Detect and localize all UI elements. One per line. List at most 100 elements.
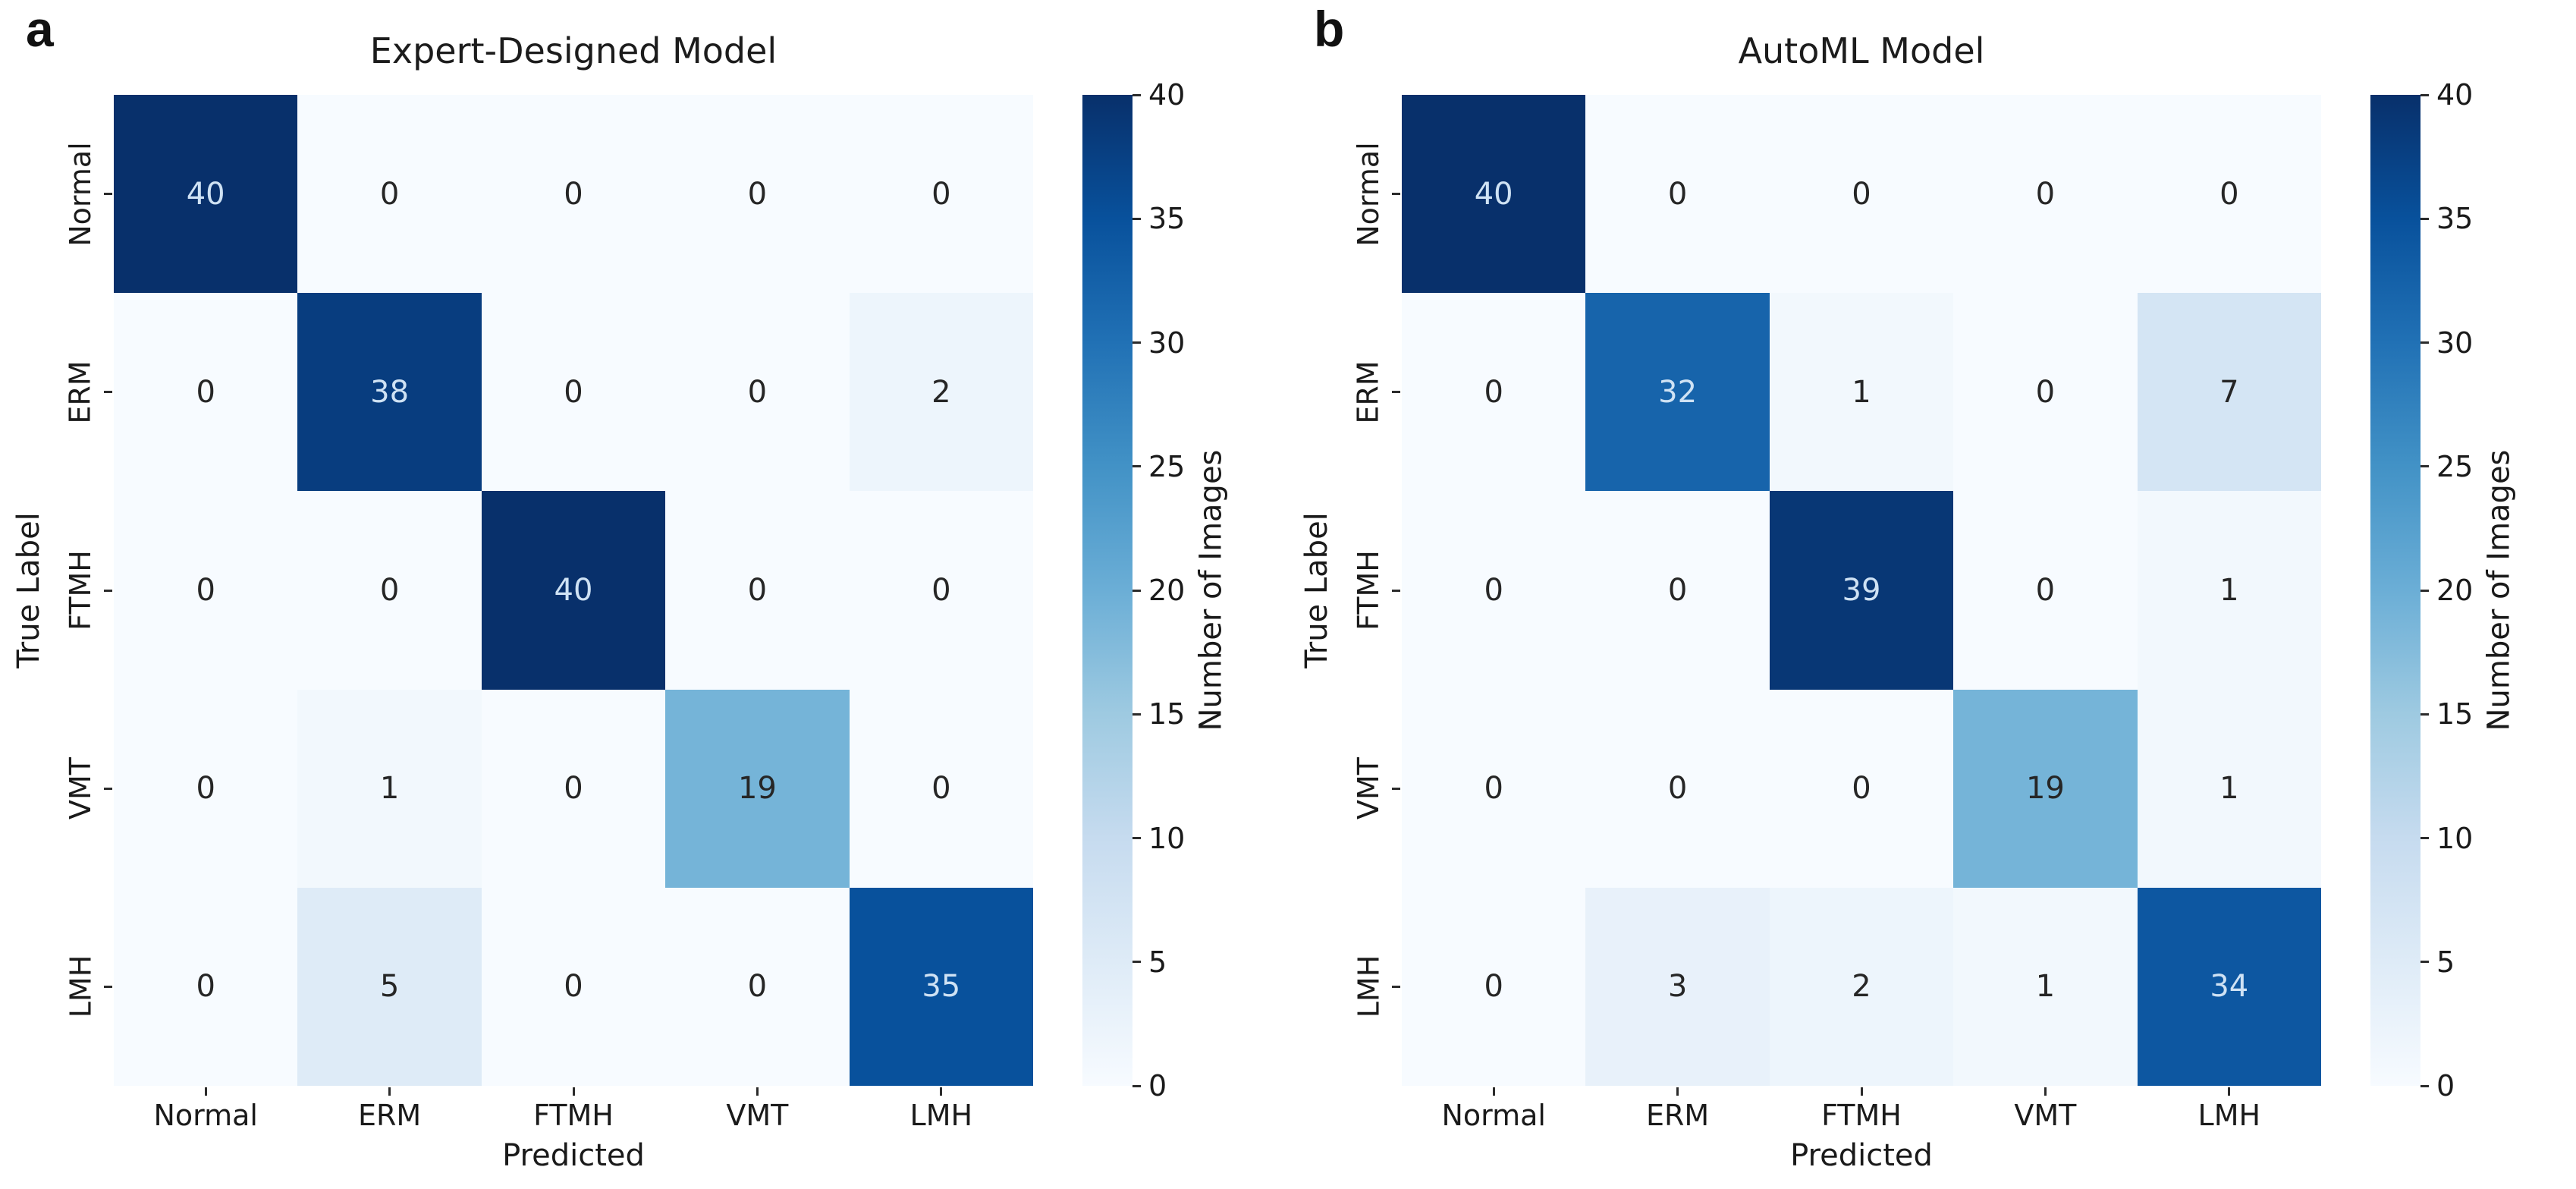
y-tick-label: VMT bbox=[1352, 757, 1385, 820]
y-tick-mark bbox=[104, 589, 112, 592]
x-tick-label: VMT bbox=[726, 1099, 789, 1132]
y-tick-label: LMH bbox=[64, 955, 97, 1018]
heatmap-cell: 0 bbox=[114, 293, 298, 492]
y-tick-mark bbox=[1392, 589, 1400, 592]
panel-automl: b AutoML Model 40 0 0 0 0 0 32 1 0 7 0 0 39 0 1 0 0 0 19 1 0… bbox=[1288, 0, 2576, 1189]
x-tick-mark bbox=[1676, 1087, 1679, 1096]
x-tick-mark bbox=[1860, 1087, 1863, 1096]
heatmap-cell: 0 bbox=[297, 95, 482, 294]
heatmap-cell: 0 bbox=[114, 491, 298, 690]
colorbar-tick-label: 35 bbox=[2436, 202, 2474, 236]
heatmap-cell: 7 bbox=[2137, 293, 2321, 492]
heatmap-cell: 5 bbox=[297, 887, 482, 1086]
colorbar-tick-label: 10 bbox=[2436, 821, 2474, 855]
colorbar-tick-mark bbox=[2420, 961, 2429, 964]
heatmap-cell: 3 bbox=[1585, 887, 1770, 1086]
heatmap-cell: 0 bbox=[1953, 293, 2138, 492]
heatmap-cell: 0 bbox=[665, 293, 850, 492]
heatmap-cell: 0 bbox=[481, 887, 666, 1086]
x-tick-mark bbox=[572, 1087, 575, 1096]
x-tick-mark bbox=[940, 1087, 943, 1096]
y-axis-label-text: True Label bbox=[11, 512, 46, 668]
heatmap-cell: 0 bbox=[1769, 689, 1954, 888]
colorbar-tick-label: 0 bbox=[1148, 1069, 1167, 1102]
heatmap-cell: 34 bbox=[2137, 887, 2321, 1086]
heatmap-cell: 0 bbox=[1953, 95, 2138, 294]
x-tick-mark bbox=[756, 1087, 759, 1096]
x-tick-label: FTMH bbox=[533, 1099, 614, 1132]
colorbar-tick-mark bbox=[1132, 93, 1141, 96]
heatmap-cell: 40 bbox=[114, 95, 298, 294]
colorbar-tick-label: 40 bbox=[2436, 78, 2474, 112]
colorbar-tick-mark bbox=[2420, 837, 2429, 839]
y-tick-label: Normal bbox=[64, 141, 97, 247]
x-tick-mark bbox=[1492, 1087, 1495, 1096]
heatmap-grid: 40 0 0 0 0 0 38 0 0 2 0 0 40 0 0 0 1 0 19 0 0 5 0 0 35 bbox=[114, 95, 1033, 1086]
colorbar-tick-mark bbox=[1132, 341, 1141, 344]
x-axis-label: Predicted bbox=[1790, 1138, 1933, 1173]
heatmap-cell: 1 bbox=[1769, 293, 1954, 492]
colorbar-tick-label: 10 bbox=[1148, 821, 1186, 855]
heatmap-cell: 39 bbox=[1769, 491, 1954, 690]
colorbar-tick-mark bbox=[1132, 712, 1141, 716]
heatmap-cell: 0 bbox=[665, 491, 850, 690]
y-tick-label: LMH bbox=[1352, 955, 1385, 1018]
heatmap-cell: 1 bbox=[297, 689, 482, 888]
x-tick-label: VMT bbox=[2014, 1099, 2077, 1132]
plot-title: AutoML Model bbox=[1738, 30, 1985, 71]
heatmap-cell: 32 bbox=[1585, 293, 1770, 492]
heatmap-cell: 0 bbox=[481, 293, 666, 492]
y-axis-label: True Label bbox=[11, 95, 46, 1086]
colorbar-tick-label: 40 bbox=[1148, 78, 1186, 112]
heatmap-cell: 0 bbox=[1953, 491, 2138, 690]
y-tick-label: FTMH bbox=[64, 550, 98, 631]
y-tick-mark bbox=[1392, 985, 1400, 988]
colorbar-tick-label: 5 bbox=[1148, 945, 1167, 979]
heatmap-cell: 0 bbox=[1402, 887, 1586, 1086]
colorbar-tick-mark bbox=[2420, 93, 2429, 96]
heatmap-cell: 1 bbox=[1953, 887, 2138, 1086]
y-tick-label: ERM bbox=[64, 360, 98, 424]
colorbar-tick-mark bbox=[1132, 1084, 1141, 1087]
heatmap-cell: 19 bbox=[1953, 689, 2138, 888]
panel-letter: a bbox=[26, 1, 54, 57]
heatmap-cell: 2 bbox=[849, 293, 1033, 492]
colorbar-tick-label: 25 bbox=[1148, 449, 1186, 483]
heatmap-cell: 0 bbox=[481, 95, 666, 294]
heatmap-grid: 40 0 0 0 0 0 32 1 0 7 0 0 39 0 1 0 0 0 19 1 0 3 2 1 34 bbox=[1402, 95, 2321, 1086]
colorbar-tick-mark bbox=[1132, 961, 1141, 964]
colorbar-tick-label: 20 bbox=[1148, 574, 1186, 607]
y-tick-label: ERM bbox=[1352, 360, 1386, 424]
heatmap-cell: 0 bbox=[849, 689, 1033, 888]
heatmap-cell: 0 bbox=[1402, 293, 1586, 492]
x-tick-label: Normal bbox=[153, 1099, 258, 1132]
y-tick-mark bbox=[1392, 787, 1400, 790]
colorbar bbox=[1082, 95, 1132, 1086]
heatmap-cell: 0 bbox=[1769, 95, 1954, 294]
y-tick-label: FTMH bbox=[1352, 550, 1386, 631]
colorbar-tick-label: 0 bbox=[2436, 1069, 2455, 1102]
colorbar-tick-mark bbox=[1132, 837, 1141, 839]
colorbar-tick-mark bbox=[1132, 589, 1141, 592]
heatmap-cell: 0 bbox=[1402, 689, 1586, 888]
y-tick-label: VMT bbox=[64, 757, 97, 820]
heatmap-cell: 38 bbox=[297, 293, 482, 492]
heatmap-cell: 0 bbox=[665, 887, 850, 1086]
x-tick-mark bbox=[2228, 1087, 2231, 1096]
y-tick-mark bbox=[104, 391, 112, 394]
colorbar-tick-mark bbox=[2420, 1084, 2429, 1087]
heatmap-cell: 0 bbox=[1585, 95, 1770, 294]
colorbar-tick-label: 30 bbox=[2436, 326, 2474, 360]
colorbar-tick-label: 5 bbox=[2436, 945, 2455, 979]
colorbar-tick-label: 30 bbox=[1148, 326, 1186, 360]
y-tick-mark bbox=[104, 985, 112, 988]
heatmap-cell: 0 bbox=[849, 95, 1033, 294]
panel-letter: b bbox=[1314, 1, 1345, 57]
y-tick-mark bbox=[104, 787, 112, 790]
heatmap-cell: 0 bbox=[297, 491, 482, 690]
heatmap-cell: 2 bbox=[1769, 887, 1954, 1086]
heatmap-cell: 0 bbox=[665, 95, 850, 294]
heatmap-cell: 0 bbox=[1585, 689, 1770, 888]
colorbar-tick-label: 35 bbox=[1148, 202, 1186, 236]
heatmap-cell: 0 bbox=[2137, 95, 2321, 294]
